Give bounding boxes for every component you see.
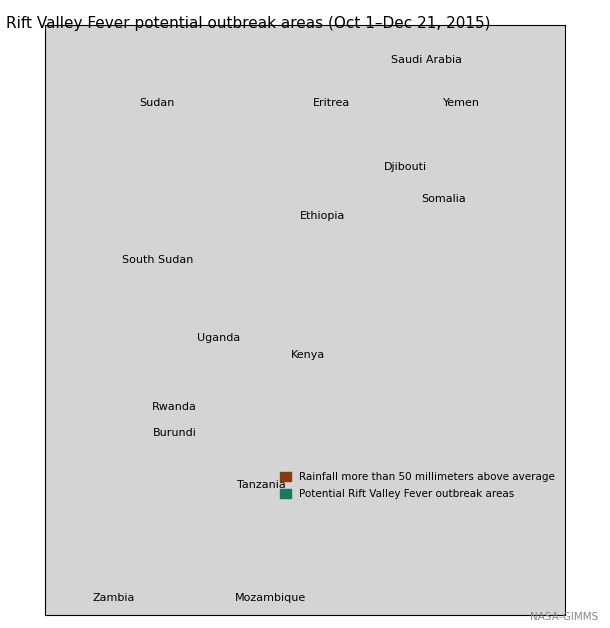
Text: Somalia: Somalia [422, 194, 466, 203]
Text: Kenya: Kenya [292, 350, 326, 360]
Text: Eritrea: Eritrea [312, 98, 350, 108]
Text: Rwanda: Rwanda [152, 402, 197, 412]
Text: Tanzania: Tanzania [237, 480, 286, 490]
Text: Saudi Arabia: Saudi Arabia [391, 55, 462, 65]
Text: Ethiopia: Ethiopia [300, 211, 345, 221]
Text: South Sudan: South Sudan [122, 254, 193, 264]
Text: Burundi: Burundi [153, 428, 196, 438]
Text: Zambia: Zambia [93, 593, 135, 603]
Text: Rift Valley Fever potential outbreak areas (Oct 1–Dec 21, 2015): Rift Valley Fever potential outbreak are… [6, 16, 490, 31]
Text: Mozambique: Mozambique [235, 593, 306, 603]
Text: Yemen: Yemen [443, 98, 479, 108]
Text: Sudan: Sudan [140, 98, 175, 108]
Text: Uganda: Uganda [196, 333, 240, 343]
Text: Djibouti: Djibouti [384, 163, 427, 173]
Text: NASA-GIMMS: NASA-GIMMS [529, 612, 598, 622]
Legend: Rainfall more than 50 millimeters above average, Potential Rift Valley Fever out: Rainfall more than 50 millimeters above … [275, 467, 560, 504]
